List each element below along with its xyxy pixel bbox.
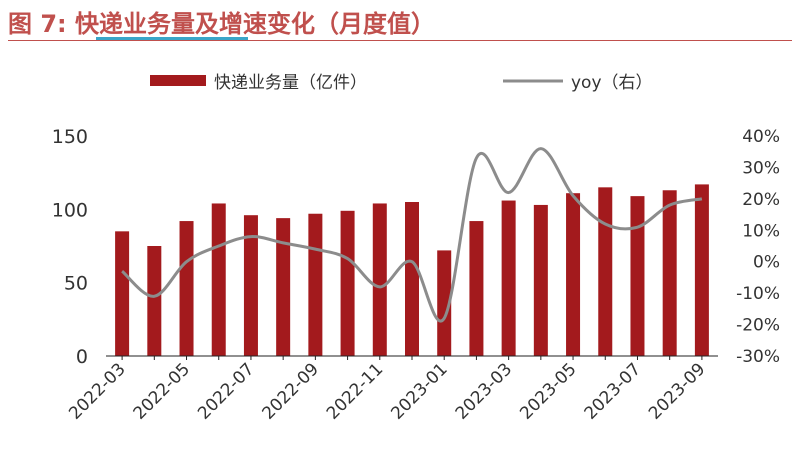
bar-2023-02 — [469, 221, 484, 356]
legend-bar-label: 快递业务量（亿件） — [214, 73, 367, 93]
bar-2022-07 — [243, 215, 258, 356]
bar-2023-08 — [662, 190, 677, 356]
right-tick-label: 20% — [742, 190, 780, 210]
bar-2023-09 — [694, 184, 709, 356]
x-tick-label: 2023-09 — [645, 359, 709, 423]
bar-2022-10 — [340, 210, 355, 356]
left-tick-label: 150 — [52, 126, 88, 148]
x-tick-label: 2023-07 — [581, 359, 645, 423]
x-tick-label: 2022-03 — [65, 359, 129, 423]
right-tick-label: 40% — [742, 127, 780, 147]
x-tick-label: 2022-05 — [130, 359, 194, 423]
left-tick-label: 0 — [76, 346, 88, 368]
legend-line-label: yoy（右） — [571, 73, 653, 93]
bar-2023-06 — [598, 187, 613, 356]
bar-2022-12 — [405, 202, 419, 356]
title-divider — [8, 40, 792, 41]
bar-2023-05 — [566, 193, 581, 356]
bar-2023-07 — [630, 196, 645, 356]
x-tick-label: 2022-07 — [194, 359, 258, 423]
x-tick-label: 2023-05 — [516, 359, 580, 423]
bar-2023-04 — [533, 204, 548, 356]
right-tick-label: -30% — [736, 347, 780, 367]
x-tick-label: 2023-03 — [452, 359, 516, 423]
right-tick-label: -10% — [736, 284, 780, 304]
right-tick-label: 10% — [742, 221, 780, 241]
figure-title: 图 7: 快递业务量及增速变化（月度值） — [8, 10, 436, 38]
bar-2022-05 — [179, 221, 194, 356]
figure-title-bar: 图 7: 快递业务量及增速变化（月度值） — [0, 0, 800, 44]
bar-series — [115, 184, 709, 356]
yoy-line — [121, 147, 703, 323]
bar-2022-08 — [276, 218, 291, 356]
right-tick-label: -20% — [736, 316, 780, 336]
x-tick-label: 2022-09 — [259, 359, 323, 423]
title-accent-underline — [96, 37, 248, 40]
bar-2022-09 — [308, 213, 323, 356]
x-tick-label: 2023-01 — [387, 359, 451, 423]
bar-2022-03 — [115, 231, 130, 356]
bar-2023-03 — [501, 200, 516, 356]
bar-2022-11 — [372, 203, 387, 356]
left-axis-ticks: 0 50 100 150 — [52, 126, 88, 368]
left-tick-label: 50 — [64, 273, 88, 295]
right-tick-label: 30% — [742, 158, 780, 178]
x-axis-ticks: 2022-03 2022-05 2022-07 2022-09 2022-11 2023-… — [65, 356, 709, 424]
right-tick-label: 0% — [753, 253, 780, 273]
bar-2022-04 — [147, 246, 162, 356]
x-tick-label: 2022-11 — [323, 359, 387, 423]
left-tick-label: 100 — [52, 199, 88, 221]
bar-2022-06 — [211, 203, 226, 356]
bar-2023-01 — [437, 250, 452, 356]
chart-legend: 快递业务量（亿件） yoy（右） — [150, 73, 653, 93]
right-axis-ticks: -30% -20% -10% 0% 10% 20% 30% 40% — [736, 127, 780, 367]
legend-bar-swatch — [150, 75, 206, 86]
